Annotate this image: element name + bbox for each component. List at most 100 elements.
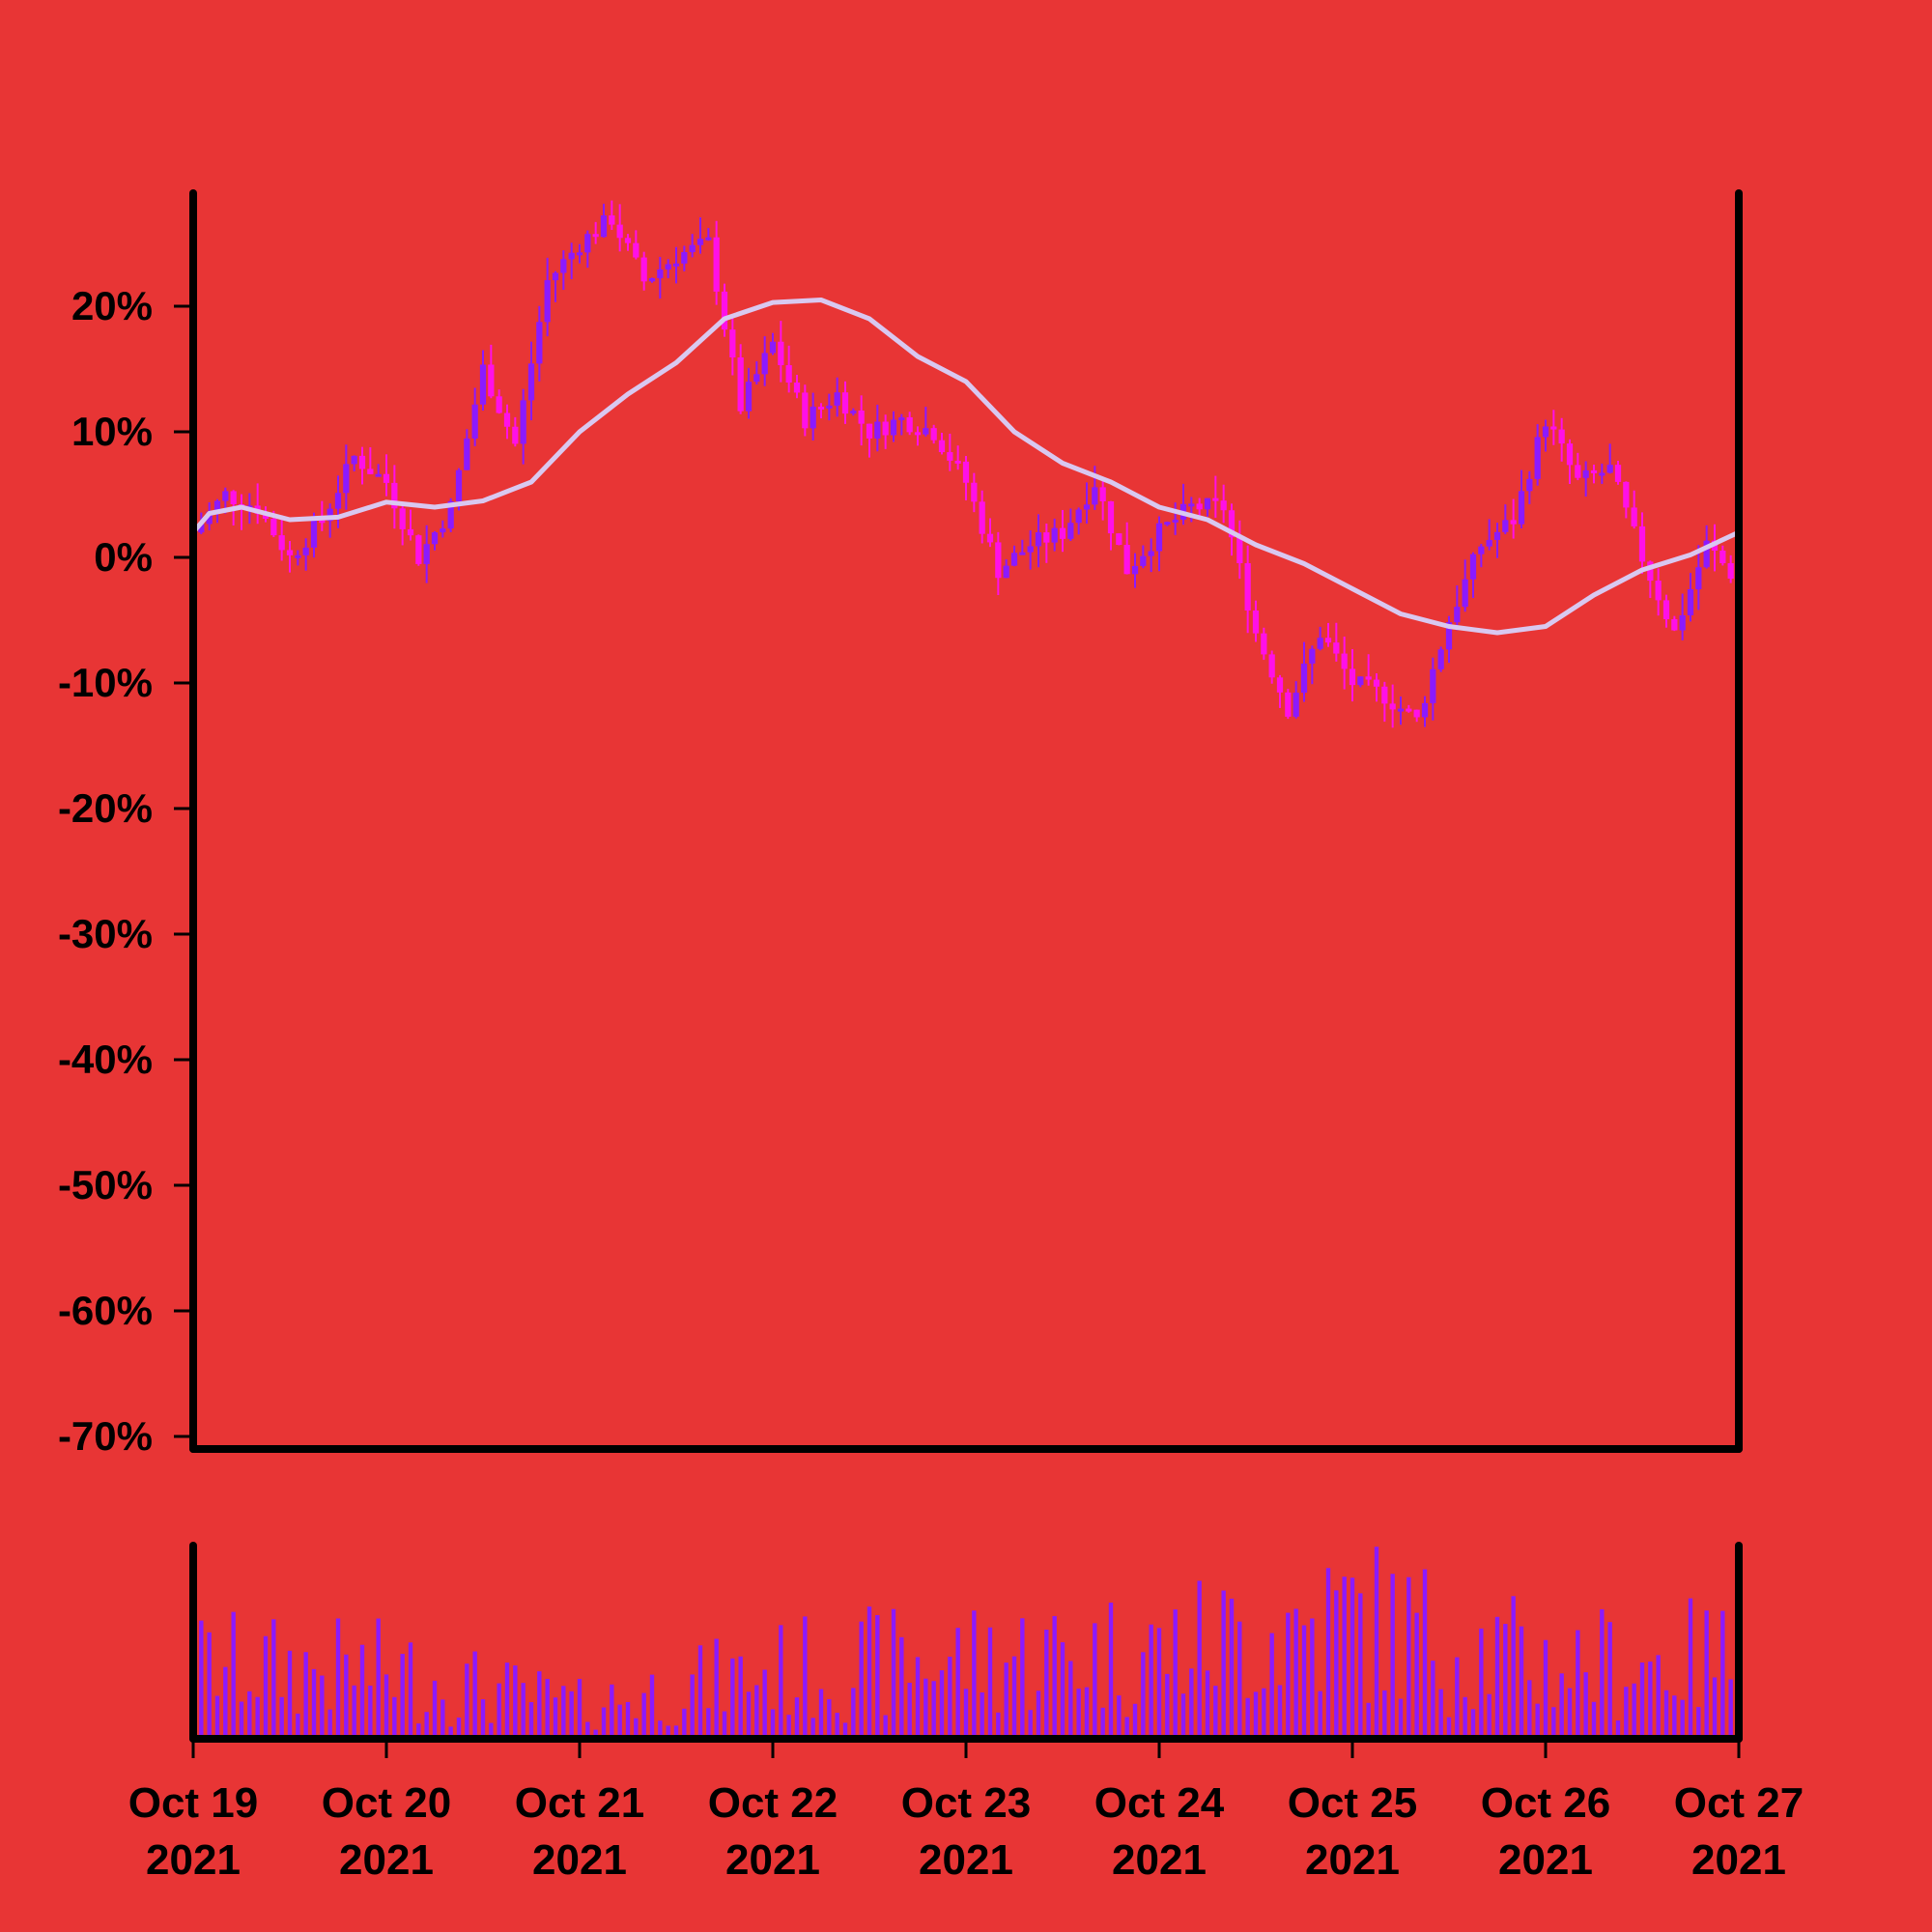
volume-bar [779, 1625, 783, 1739]
volume-bar [1293, 1608, 1298, 1739]
candle-body [1164, 522, 1171, 526]
candle-body [930, 428, 937, 440]
volume-bar [1720, 1610, 1725, 1739]
volume-bar [1624, 1687, 1629, 1739]
candle-body [1341, 653, 1348, 669]
volume-bar [1124, 1717, 1129, 1739]
x-tick-label-year: 2021 [1305, 1836, 1400, 1884]
y-tick-label: 0% [94, 534, 153, 580]
candle-body [1606, 465, 1613, 473]
volume-bar [1052, 1615, 1057, 1739]
candle-body [1566, 443, 1574, 466]
candle-body [986, 533, 994, 543]
volume-bar [528, 1702, 534, 1739]
volume-bar [1221, 1590, 1226, 1739]
volume-bar [376, 1618, 381, 1739]
candle-body [1373, 679, 1380, 687]
candle-body [1172, 519, 1179, 523]
volume-bar [1165, 1673, 1170, 1739]
volume-bar [649, 1674, 655, 1739]
candle-body [938, 440, 946, 453]
volume-bar [1487, 1693, 1492, 1739]
candle-body [1623, 481, 1630, 508]
candle-body [737, 357, 744, 412]
volume-bar [1607, 1622, 1612, 1739]
volume-bar [1398, 1698, 1404, 1739]
candle-body [512, 426, 519, 444]
x-tick-label-year: 2021 [725, 1836, 820, 1884]
candle-body [440, 528, 446, 533]
volume-bar [706, 1708, 711, 1739]
candle-body [230, 491, 237, 504]
candle-body [648, 278, 656, 282]
y-tick-label: -50% [58, 1162, 153, 1208]
volume-bar [207, 1632, 212, 1739]
volume-bar [1117, 1695, 1122, 1739]
volume-bar [199, 1620, 204, 1739]
volume-bar [1149, 1624, 1153, 1739]
candle-body [1228, 510, 1236, 538]
candle-body [1437, 649, 1444, 669]
volume-bar [1567, 1688, 1573, 1739]
volume-bar [1189, 1668, 1194, 1739]
candle-body [1638, 526, 1646, 562]
volume-bar [384, 1674, 389, 1739]
volume-bar [1141, 1652, 1146, 1739]
x-tick-label-year: 2021 [919, 1836, 1013, 1884]
candle-body [1051, 527, 1058, 543]
candle-body [858, 411, 865, 424]
volume-bar [1358, 1593, 1363, 1739]
candle-body [1582, 469, 1589, 478]
candle-body [496, 396, 502, 413]
volume-bar [1382, 1690, 1387, 1739]
volume-bar [786, 1715, 791, 1739]
candle-body [1727, 563, 1734, 580]
volume-bar [408, 1642, 413, 1739]
candle-body [319, 520, 326, 524]
volume-bar [1068, 1661, 1073, 1739]
candle-body [560, 259, 567, 273]
x-tick-label-date: Oct 26 [1481, 1779, 1611, 1827]
volume-bar [746, 1691, 752, 1739]
x-tick-label-year: 2021 [532, 1836, 627, 1884]
volume-bar [1060, 1642, 1065, 1739]
candle-body [1534, 437, 1541, 479]
volume-bar [1672, 1695, 1677, 1739]
candle-body [1406, 708, 1412, 712]
candle-body [721, 291, 728, 330]
volume-bar [1446, 1717, 1452, 1739]
candle-body [1059, 527, 1066, 539]
volume-bar [577, 1679, 582, 1739]
candle-body [1333, 642, 1340, 654]
volume-bar [818, 1689, 824, 1739]
candle-body [954, 460, 961, 464]
x-tick-label-year: 2021 [1691, 1836, 1786, 1884]
volume-bar [1583, 1672, 1588, 1739]
candle-body [689, 244, 696, 252]
candle-body [471, 404, 478, 439]
candle-body [1462, 579, 1468, 608]
volume-bar [1704, 1610, 1709, 1739]
x-tick-label-date: Oct 23 [901, 1779, 1032, 1827]
candle-body [1212, 497, 1219, 501]
volume-bar [601, 1707, 607, 1739]
volume-bar [456, 1718, 462, 1739]
volume-bar [1253, 1691, 1259, 1739]
candle-body [761, 353, 768, 375]
volume-bar [1543, 1639, 1548, 1739]
volume-bar [1084, 1687, 1090, 1739]
candle-body [552, 272, 559, 281]
candle-body [334, 493, 342, 509]
candle-body [1252, 611, 1260, 634]
volume-bar [899, 1636, 904, 1739]
volume-bar [762, 1669, 767, 1739]
candle-body [624, 238, 632, 243]
candle-body [616, 224, 623, 239]
candle-body [1043, 532, 1050, 543]
candle-body [793, 383, 801, 393]
volume-bar [842, 1722, 848, 1739]
candle-body [681, 251, 688, 264]
volume-bar [335, 1618, 341, 1739]
volume-bar [738, 1656, 743, 1739]
candle-body [914, 432, 922, 436]
